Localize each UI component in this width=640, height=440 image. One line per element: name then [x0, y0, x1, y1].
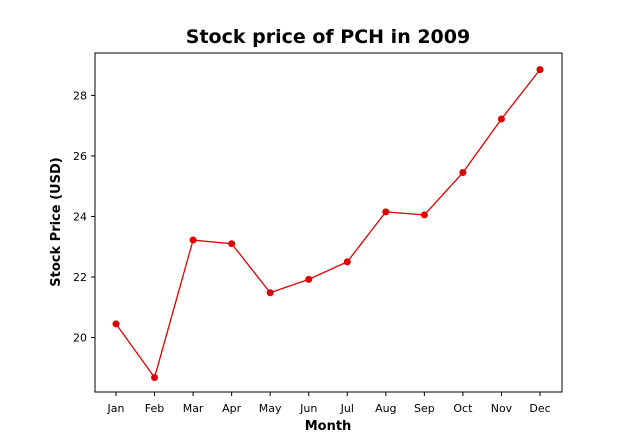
x-tick-label: Aug: [375, 402, 396, 415]
y-tick-label: 28: [73, 89, 87, 102]
x-tick-label: Jan: [107, 402, 125, 415]
y-tick-label: 26: [73, 150, 87, 163]
x-tick-label: Feb: [145, 402, 164, 415]
data-point: [151, 373, 159, 381]
data-point: [228, 240, 236, 248]
y-axis-label: Stock Price (USD): [49, 157, 64, 286]
series-layer: [112, 66, 544, 381]
y-axis: 20 22 24 26 28: [73, 89, 95, 345]
data-point: [189, 236, 197, 244]
data-point: [305, 275, 313, 283]
x-tick-label: Jul: [340, 402, 354, 415]
data-point: [266, 289, 274, 297]
y-tick-label: 20: [73, 332, 87, 345]
series-line: [115, 69, 541, 379]
x-tick-label: May: [259, 402, 282, 415]
x-tick-label: Sep: [414, 402, 435, 415]
data-point: [420, 211, 428, 219]
x-tick-label: Nov: [491, 402, 513, 415]
x-tick-label: Mar: [183, 402, 204, 415]
y-tick-label: 24: [73, 210, 87, 223]
x-tick-label: Jun: [299, 402, 317, 415]
data-point: [343, 258, 351, 266]
chart-title: Stock price of PCH in 2009: [186, 26, 470, 48]
data-point: [459, 169, 467, 177]
data-point: [382, 208, 390, 216]
x-axis-label: Month: [305, 419, 352, 434]
data-point: [497, 115, 505, 123]
data-point: [536, 66, 544, 74]
x-tick-label: Dec: [529, 402, 550, 415]
data-point: [112, 320, 120, 328]
y-tick-label: 22: [73, 271, 87, 284]
x-tick-label: Oct: [453, 402, 473, 415]
x-axis: Jan Feb Mar Apr May Jun Jul Aug Sep Oct Nov Dec: [107, 392, 551, 415]
x-tick-label: Apr: [222, 402, 242, 415]
plot-area: [94, 52, 563, 393]
